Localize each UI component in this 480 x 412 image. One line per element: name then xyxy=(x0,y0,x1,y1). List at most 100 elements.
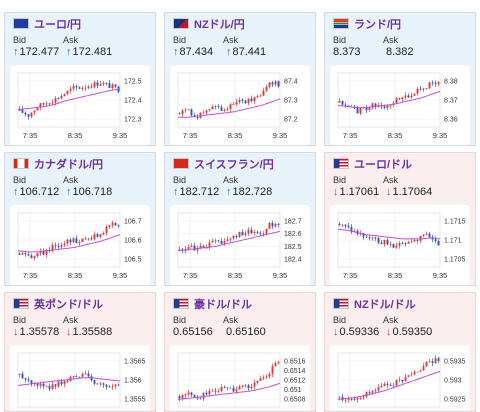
rate-card[interactable]: NZドル/ドルBidAsk↓0.59336↓0.593507:358:359:3… xyxy=(324,292,476,412)
x-tick-label: 9:35 xyxy=(433,271,448,280)
y-tick-label: 1.356 xyxy=(124,378,142,385)
arrow-down-icon: ↓ xyxy=(333,186,339,198)
candle-up xyxy=(437,82,440,84)
y-tick-label: 172.4 xyxy=(124,98,142,105)
candle-down xyxy=(190,109,193,116)
bid-value: ↓1.17061 xyxy=(333,186,380,198)
rate-card[interactable]: ランド/円 Bid Ask 8.373 8.382 7:35 8:35 9:35 8.38 8.3… xyxy=(324,12,476,146)
candle-up xyxy=(87,86,90,88)
bid-label: Bid xyxy=(333,35,347,45)
pair-title[interactable]: ユーロ/ドル xyxy=(333,156,412,172)
candle-down xyxy=(229,387,232,389)
y-tick-label: 87.2 xyxy=(284,117,298,124)
candle-down xyxy=(277,224,280,225)
x-tick-label: 8:35 xyxy=(68,271,83,280)
pair-title[interactable]: 英ポンド/ドル xyxy=(13,296,103,312)
candle-up xyxy=(380,385,383,388)
candle-down xyxy=(220,107,223,111)
candle-down xyxy=(217,106,220,108)
arrow-down-icon: ↓ xyxy=(386,186,392,198)
candle-up xyxy=(241,385,244,387)
pair-title-text: カナダドル/円 xyxy=(34,159,104,171)
candle-up xyxy=(244,233,247,236)
candle-down xyxy=(57,98,60,100)
pair-title[interactable]: NZドル/円 xyxy=(173,16,245,32)
ask-value: ↓1.35588 xyxy=(66,326,113,338)
price-chart[interactable]: 7:35 8:35 9:35 8.38 8.37 8.36 xyxy=(330,65,470,145)
candle-down xyxy=(350,227,353,232)
candle-down xyxy=(223,386,226,388)
candle-up xyxy=(265,376,268,378)
candle-down xyxy=(105,82,108,84)
candle-up xyxy=(395,245,398,248)
bid-value: ↑172.477 xyxy=(13,46,60,58)
y-tick-label: 0.651 xyxy=(284,387,302,394)
rate-card[interactable]: ユーロ/ドル Bid Ask ↓1.17061 ↓1.17064 7:35 8:35 9:35… xyxy=(324,152,476,286)
bid-label: Bid xyxy=(173,35,187,45)
pair-title[interactable]: NZドル/ドル xyxy=(333,296,416,312)
candle-up xyxy=(428,361,431,363)
candle-up xyxy=(226,387,229,389)
candle-down xyxy=(353,399,356,400)
candle-down xyxy=(42,251,45,255)
price-chart[interactable]: 7:35 8:35 9:35 106.7 106.6 106.5 xyxy=(10,205,150,285)
candle-up xyxy=(214,106,217,107)
candle-up xyxy=(410,241,413,243)
candle-down xyxy=(344,224,347,226)
za-flag-icon xyxy=(333,18,349,29)
bid-value: ↑106.712 xyxy=(13,186,60,198)
candle-up xyxy=(247,98,250,104)
nz-flag-icon xyxy=(173,18,189,29)
candle-up xyxy=(419,235,422,241)
moving-average-line xyxy=(177,230,281,252)
candle-up xyxy=(238,231,241,237)
pair-title[interactable]: ユーロ/円 xyxy=(13,16,81,32)
candle-up xyxy=(262,90,265,96)
pair-title[interactable]: ランド/円 xyxy=(333,16,401,32)
candle-down xyxy=(54,384,57,387)
candle-up xyxy=(229,238,232,240)
rate-card[interactable]: 英ポンド/ドルBidAsk↓1.35578↓1.355887:358:359:3… xyxy=(4,292,156,412)
rate-card[interactable]: スイスフラン/円 Bid Ask ↑182.712 ↑182.728 7:35 8:35 9:… xyxy=(164,152,316,286)
candle-down xyxy=(202,245,205,249)
price-chart[interactable]: 7:35 8:35 9:35 172.5 172.4 172.3 xyxy=(10,65,150,145)
price-chart[interactable]: 7:358:359:350.65160.65140.65120.6510.650… xyxy=(170,345,310,411)
candle-up xyxy=(45,250,48,255)
candle-up xyxy=(392,385,395,387)
candle-up xyxy=(99,84,102,86)
rate-card[interactable]: ユーロ/円 Bid Ask ↑172.477 ↑172.481 7:35 8:35 9:35 1… xyxy=(4,12,156,146)
rate-card[interactable]: NZドル/円 Bid Ask ↑87.434 ↑87.441 7:35 8:35 9:35 87… xyxy=(164,12,316,146)
price-chart[interactable]: 7:35 8:35 9:35 87.4 87.3 87.2 xyxy=(170,65,310,145)
candle-down xyxy=(24,378,27,380)
rate-card[interactable]: 豪ドル/ドルBidAsk0.651560.651607:358:359:350.… xyxy=(164,292,316,412)
candle-up xyxy=(208,109,211,111)
candle-up xyxy=(211,106,214,110)
candle-down xyxy=(338,223,341,226)
rate-card[interactable]: カナダドル/円 Bid Ask ↑106.712 ↑106.718 7:35 8:35 9:3… xyxy=(4,152,156,286)
candle-down xyxy=(386,384,389,385)
candle-up xyxy=(377,387,380,391)
candle-down xyxy=(84,238,87,240)
candle-down xyxy=(431,361,434,364)
candle-up xyxy=(33,110,36,113)
candle-up xyxy=(66,239,69,244)
pair-title[interactable]: スイスフラン/円 xyxy=(173,156,274,172)
candle-up xyxy=(84,373,87,375)
candle-up xyxy=(87,238,90,240)
arrow-down-icon: ↓ xyxy=(333,326,339,338)
candle-up xyxy=(425,233,428,235)
price-chart[interactable]: 7:35 8:35 9:35 1.1715 1.171 1.1705 xyxy=(330,205,470,285)
candle-up xyxy=(21,253,24,255)
candle-up xyxy=(45,385,48,387)
ask-label: Ask xyxy=(223,315,239,325)
ask-label: Ask xyxy=(63,175,79,185)
pair-title[interactable]: カナダドル/円 xyxy=(13,156,103,172)
arrow-down-icon: ↓ xyxy=(66,326,72,338)
y-tick-label: 182.7 xyxy=(284,219,302,226)
pair-title[interactable]: 豪ドル/ドル xyxy=(173,296,252,312)
price-chart[interactable]: 7:35 8:35 9:35 182.7 182.6 182.5 182.4 xyxy=(170,205,310,285)
bid-value: ↓1.35578 xyxy=(13,326,60,338)
candle-down xyxy=(271,82,274,85)
